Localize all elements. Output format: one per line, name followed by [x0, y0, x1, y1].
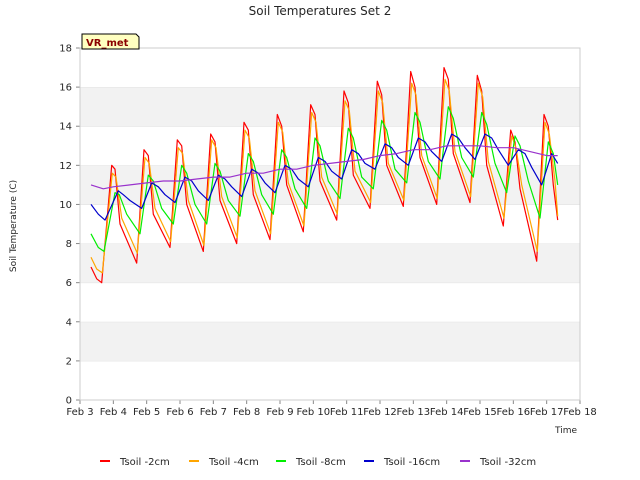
series-line-tsoil-16cm — [90, 133, 559, 221]
legend-label: Tsoil -2cm — [119, 457, 170, 468]
y-tick-label: 2 — [66, 356, 72, 367]
y-tick-label: 4 — [66, 317, 72, 328]
chart-title: Soil Temperatures Set 2 — [249, 4, 392, 18]
grid-band — [80, 87, 580, 127]
plot-frame — [79, 47, 581, 401]
legend-label: Tsoil -4cm — [208, 457, 259, 468]
grid-band — [80, 243, 580, 283]
x-tick-label: Feb 5 — [133, 407, 160, 418]
y-axis: 0 2 4 6 8 10 12 14 16 18 — [59, 44, 80, 407]
x-tick-label: Feb 14 — [430, 407, 464, 418]
grid-band — [80, 321, 580, 361]
x-tick-label: Feb 10 — [297, 407, 331, 418]
x-tick-label: Feb 13 — [397, 407, 431, 418]
grid-band — [80, 48, 580, 88]
y-tick-label: 6 — [66, 278, 72, 289]
badge-label: VR_met — [86, 38, 129, 49]
x-tick-label: Feb 12 — [363, 407, 397, 418]
x-tick-label: Feb 4 — [100, 407, 127, 418]
legend: Tsoil -2cm Tsoil -4cm Tsoil -8cm Tsoil -16c… — [100, 457, 536, 468]
y-axis-label: Soil Temperature (C) — [9, 180, 19, 272]
legend-label: Tsoil -16cm — [383, 457, 440, 468]
x-tick-label: Feb 11 — [330, 407, 364, 418]
y-tick-label: 10 — [59, 200, 72, 211]
y-tick-label: 16 — [59, 83, 72, 94]
grid-band — [80, 360, 580, 400]
x-tick-label: Feb 7 — [200, 407, 227, 418]
badge-shape — [81, 33, 140, 50]
vr-met-badge: VR_met — [81, 33, 140, 50]
x-tick-label: Feb 6 — [166, 407, 193, 418]
y-tick-label: 8 — [66, 239, 72, 250]
legend-label: Tsoil -32cm — [479, 457, 536, 468]
x-tick-label: Feb 16 — [497, 407, 531, 418]
grid-bands — [80, 47, 580, 400]
series-line-tsoil-32cm — [90, 145, 558, 190]
y-tick-label: 12 — [59, 161, 72, 172]
x-axis: Feb 3 Feb 4 Feb 5 Feb 6 Feb 7 Feb 8 Feb 9 Feb 1… — [66, 400, 597, 418]
x-tick-label: Feb 15 — [463, 407, 497, 418]
x-axis-label: Time — [554, 426, 577, 436]
x-tick-label: Feb 8 — [233, 407, 260, 418]
series-lines — [90, 66, 559, 284]
y-tick-label: 0 — [66, 396, 72, 407]
y-tick-label: 14 — [59, 122, 72, 133]
series-line-tsoil-8cm — [90, 106, 559, 252]
y-tick-label: 18 — [59, 44, 72, 55]
x-tick-label: Feb 18 — [563, 407, 597, 418]
x-tick-label: Feb 3 — [66, 407, 93, 418]
grid-band — [80, 282, 580, 322]
x-tick-label: Feb 17 — [530, 407, 564, 418]
legend-label: Tsoil -8cm — [295, 457, 346, 468]
x-tick-label: Feb 9 — [266, 407, 293, 418]
